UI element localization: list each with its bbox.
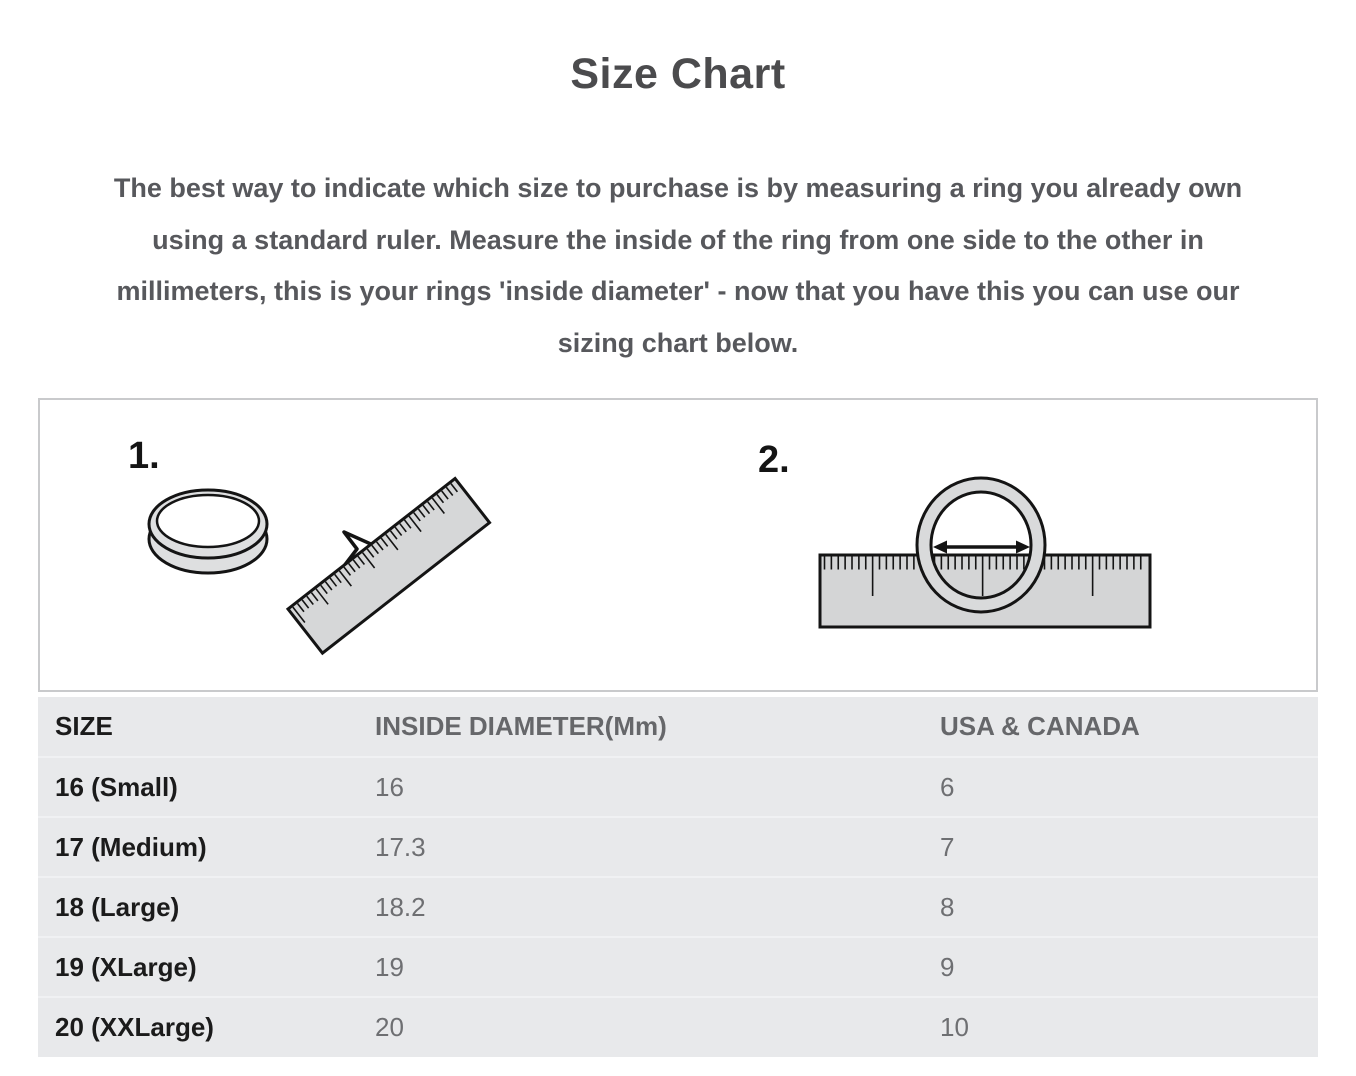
- table-row: 17 (Medium) 17.3 7: [38, 817, 1318, 877]
- column-header-size: SIZE: [55, 711, 113, 741]
- cell-size: 16 (Small): [55, 771, 178, 802]
- size-table-body: 16 (Small) 16 6 17 (Medium) 17.3 7 18 (Large) 1…: [38, 757, 1318, 1057]
- cell-inside-diameter-mm: 18.2: [375, 891, 426, 922]
- table-row: 20 (XXLarge) 20 10: [38, 997, 1318, 1057]
- cell-inside-diameter-mm: 17.3: [375, 831, 426, 862]
- ring-side-view-drawing: [147, 488, 269, 575]
- instructions-line: using a standard ruler. Measure the insi…: [152, 224, 1204, 255]
- cell-size: 17 (Medium): [55, 831, 207, 862]
- table-row: 18 (Large) 18.2 8: [38, 877, 1318, 937]
- cell-inside-diameter-mm: 20: [375, 1012, 404, 1042]
- horizontal-ruler-ticks: [823, 556, 1142, 596]
- table-row: 19 (XLarge) 19 9: [38, 937, 1318, 997]
- cell-size: 20 (XXLarge): [55, 1012, 214, 1042]
- horizontal-ruler-drawing: [818, 553, 1152, 629]
- instructions-line: millimeters, this is your rings 'inside …: [116, 276, 1240, 306]
- size-instructions-paragraph: The best way to indicate which size to p…: [50, 163, 1306, 369]
- column-header-inside-diameter: INSIDE DIAMETER(Mm): [375, 711, 667, 741]
- cell-usa-canada: 6: [940, 771, 955, 802]
- measuring-illustration-panel: 1. 2.: [38, 398, 1318, 692]
- cell-inside-diameter-mm: 19: [375, 951, 404, 982]
- cell-usa-canada: 8: [940, 891, 955, 922]
- page-title: Size Chart: [570, 50, 786, 98]
- angled-ruler-drawing: [285, 476, 492, 656]
- cell-usa-canada: 7: [940, 831, 955, 862]
- cell-inside-diameter-mm: 16: [375, 771, 404, 802]
- table-row: 16 (Small) 16 6: [38, 757, 1318, 817]
- instructions-line: sizing chart below.: [557, 327, 799, 358]
- column-header-usa-canada: USA & CANADA: [940, 711, 1140, 741]
- cell-usa-canada: 10: [940, 1012, 969, 1042]
- angled-ruler-ticks: [292, 483, 459, 623]
- inside-diameter-arrow-icon: [933, 540, 1030, 554]
- cell-size: 18 (Large): [55, 891, 180, 922]
- step-2-label: 2.: [758, 439, 790, 481]
- size-table: SIZE INSIDE DIAMETER(Mm) USA & CANADA 16…: [38, 697, 1318, 1057]
- measuring-illustration: 1. 2.: [128, 435, 1152, 656]
- step-1-label: 1.: [128, 435, 160, 477]
- cell-usa-canada: 9: [940, 951, 955, 982]
- instructions-line: The best way to indicate which size to p…: [113, 173, 1243, 203]
- cell-size: 19 (XLarge): [55, 951, 197, 982]
- ring-front-view-drawing: [915, 476, 1047, 614]
- size-table-header-row: SIZE INSIDE DIAMETER(Mm) USA & CANADA: [38, 697, 1318, 757]
